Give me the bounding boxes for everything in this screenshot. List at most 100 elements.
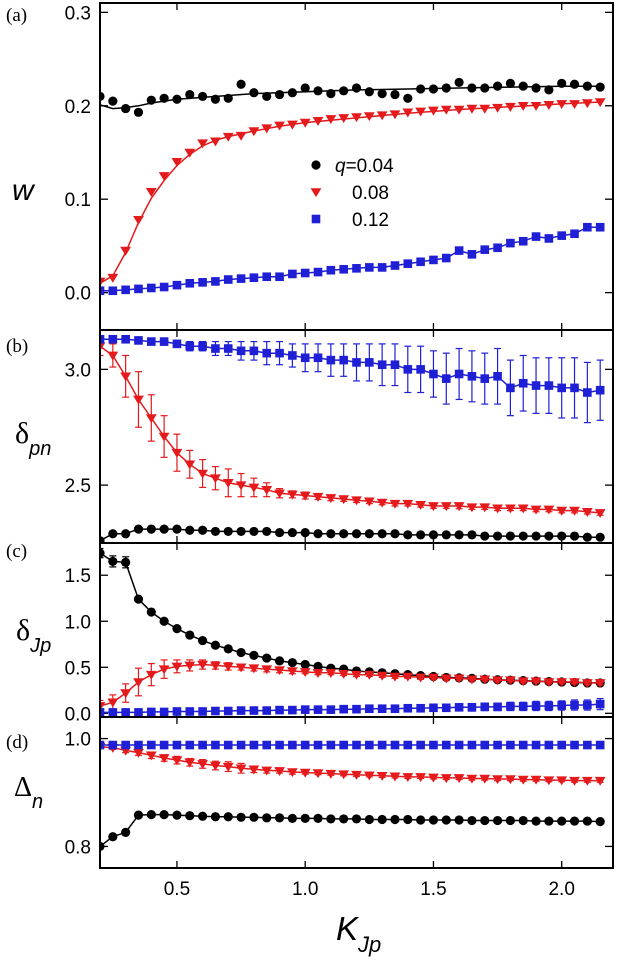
series-q0.08	[100, 336, 606, 519]
data-point	[479, 675, 491, 685]
data-point	[415, 673, 427, 683]
data-point	[493, 243, 502, 253]
data-point	[326, 740, 336, 750]
data-point	[581, 99, 593, 109]
series-q0.12	[100, 334, 605, 424]
data-point	[531, 232, 541, 241]
data-point	[518, 740, 528, 750]
data-point	[441, 703, 451, 713]
data-point	[595, 532, 605, 542]
data-point	[147, 740, 156, 750]
data-point	[313, 86, 323, 96]
data-point	[236, 740, 246, 750]
data-point	[390, 261, 400, 270]
data-point	[492, 775, 503, 785]
legend-entry: q=0.04	[311, 156, 394, 177]
data-point	[197, 469, 208, 479]
data-point	[544, 234, 554, 243]
data-point	[210, 526, 221, 537]
data-point	[415, 773, 427, 782]
y-axis-label: w	[12, 174, 36, 207]
data-point	[453, 502, 465, 512]
data-point	[581, 507, 593, 517]
data-point	[352, 740, 361, 750]
data-point	[338, 495, 350, 505]
data-point	[506, 740, 515, 750]
data-point	[505, 504, 516, 514]
data-point	[570, 740, 579, 750]
x-tick-label: 1.0	[292, 879, 318, 900]
data-point	[223, 275, 233, 284]
y-tick-label: 2.5	[65, 476, 91, 497]
data-point	[570, 383, 579, 393]
data-point	[249, 706, 259, 715]
data-point	[286, 667, 298, 677]
data-point	[492, 531, 503, 541]
data-point	[389, 772, 401, 782]
data-point	[108, 708, 118, 717]
data-point	[262, 348, 272, 358]
x-axis-label: KJp	[336, 910, 381, 957]
data-point	[145, 751, 157, 761]
data-point	[185, 740, 195, 750]
data-point	[518, 81, 528, 91]
y-axis-label: δJp	[16, 614, 51, 657]
panel-label: (c)	[6, 541, 27, 562]
y-tick-label: 0.0	[65, 704, 91, 725]
data-point	[556, 678, 568, 688]
data-point	[249, 273, 259, 282]
data-point	[300, 813, 310, 823]
data-point	[274, 656, 285, 666]
data-point	[351, 83, 362, 93]
data-point	[363, 112, 375, 122]
data-point	[493, 702, 502, 712]
data-point	[299, 491, 311, 501]
data-point	[223, 706, 233, 716]
series-line	[100, 663, 601, 707]
data-point	[365, 740, 374, 750]
data-point	[108, 556, 118, 567]
series-q0.04	[100, 524, 605, 543]
y-tick-label: 1.5	[65, 566, 91, 587]
data-point	[159, 282, 169, 292]
data-point	[390, 89, 400, 100]
data-point	[557, 531, 567, 541]
data-point	[428, 530, 439, 540]
data-point	[210, 661, 221, 671]
data-point	[505, 815, 515, 826]
data-point	[249, 346, 259, 356]
data-point	[493, 372, 502, 381]
data-point	[158, 665, 170, 675]
data-point	[287, 527, 297, 538]
data-point	[377, 740, 387, 750]
x-tick-label: 2.0	[548, 879, 574, 900]
data-point	[325, 115, 337, 124]
series-q0.12	[100, 222, 605, 296]
data-point	[581, 776, 593, 786]
data-point	[274, 666, 285, 676]
data-point	[530, 677, 542, 687]
data-point	[261, 766, 273, 776]
data-point	[100, 548, 105, 558]
data-point	[172, 740, 182, 750]
data-point	[582, 81, 592, 91]
x-tick-label: 0.5	[164, 879, 190, 900]
series-line	[100, 338, 601, 394]
x-tick-label: 1.5	[420, 879, 446, 900]
data-point	[390, 814, 400, 825]
data-point	[338, 770, 350, 780]
data-point	[557, 816, 567, 826]
data-point	[479, 774, 491, 784]
data-point	[479, 503, 491, 513]
data-point	[376, 772, 388, 781]
data-point	[261, 124, 273, 134]
panel-label: (d)	[6, 732, 28, 753]
data-point	[569, 100, 580, 110]
data-point	[351, 529, 362, 539]
data-point	[402, 773, 414, 782]
data-point	[120, 246, 132, 256]
data-point	[429, 255, 438, 265]
series-q0.08	[100, 742, 606, 786]
data-point	[274, 527, 285, 538]
